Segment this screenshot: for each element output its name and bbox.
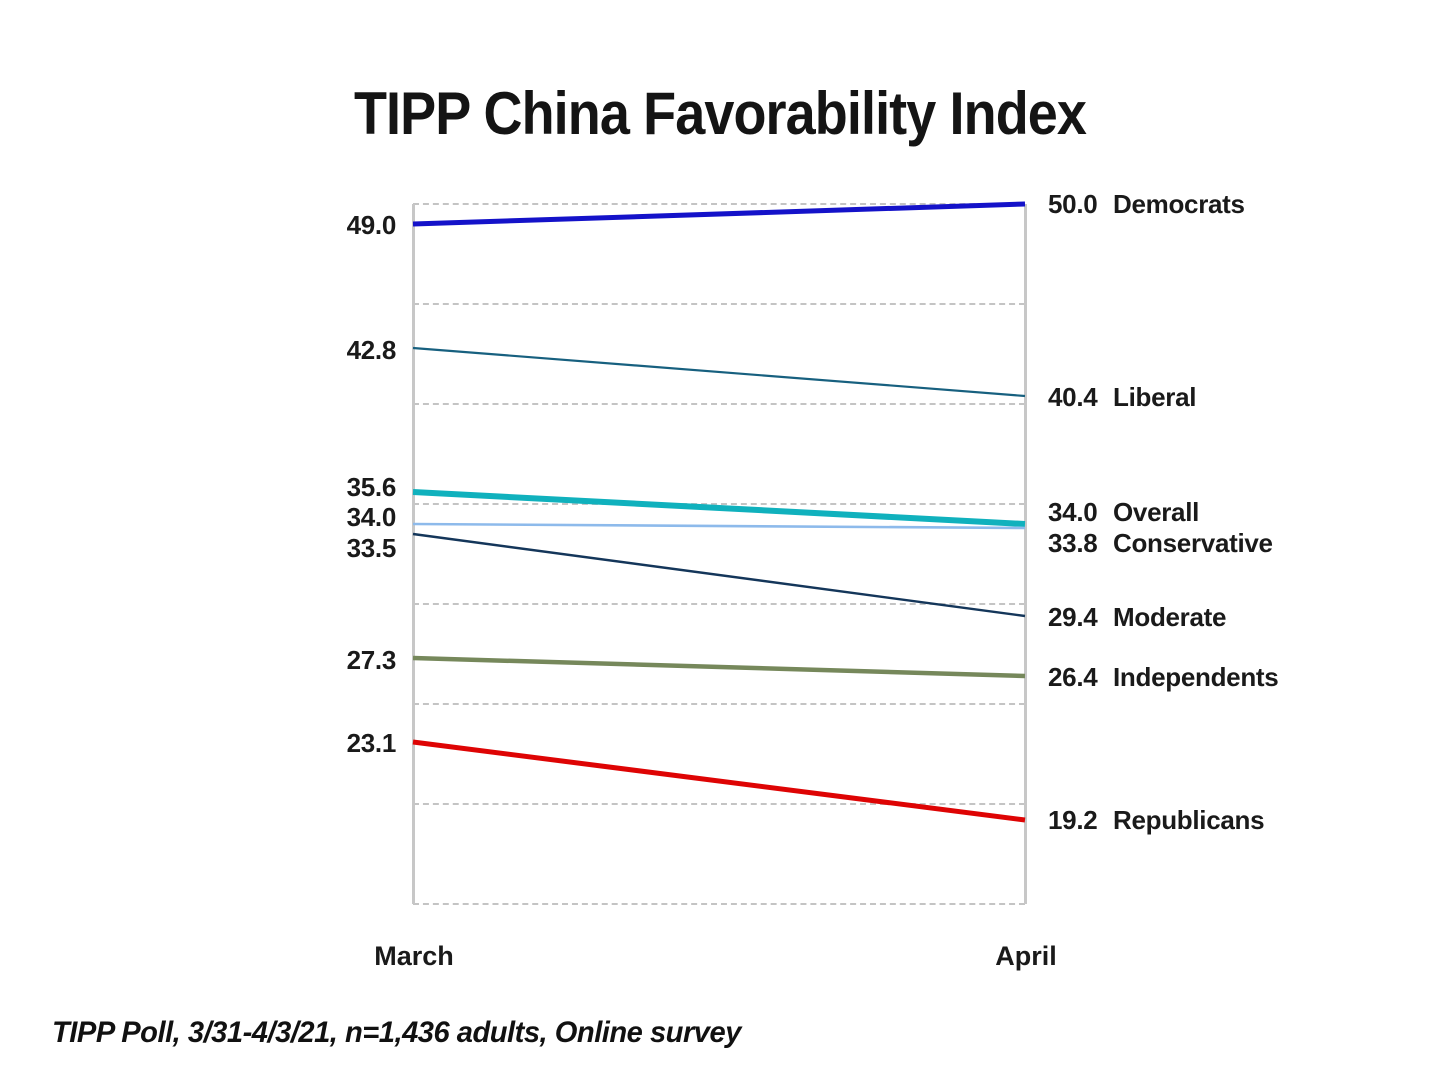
gridline-25 [413, 703, 1025, 705]
left-value-conservative: 34.0 [346, 502, 397, 532]
x-axis-label-march: March [374, 941, 454, 971]
right-label-liberal: 40.4 Liberal [1048, 382, 1196, 412]
left-value-overall: 35.6 [346, 472, 397, 502]
gridline-15 [413, 903, 1025, 905]
right-label-overall: 34.0 Overall [1048, 497, 1199, 527]
gridline-50 [413, 203, 1025, 205]
left-value-democrats: 49.0 [346, 210, 397, 240]
plot-right-border [1024, 204, 1027, 904]
right-value-republicans: 19.2 [1048, 805, 1098, 835]
chart-title: TIPP China Favorability Index [353, 80, 1087, 147]
plot-left-border [412, 204, 415, 904]
left-value-republicans: 23.1 [346, 728, 397, 758]
right-value-independents: 26.4 [1048, 662, 1098, 692]
series-name-liberal: Liberal [1113, 382, 1197, 412]
left-value-independents: 27.3 [346, 645, 397, 675]
series-line-moderate [412, 532, 1026, 618]
series-name-independents: Independents [1113, 662, 1279, 692]
series-line-overall [412, 489, 1026, 527]
series-line-conservative [412, 522, 1026, 530]
right-value-liberal: 40.4 [1048, 382, 1098, 412]
plot-area [412, 201, 1027, 905]
right-value-democrats: 50.0 [1048, 189, 1098, 219]
source-note: TIPP Poll, 3/31-4/3/21, n=1,436 adults, … [52, 1016, 741, 1049]
series-line-independents [412, 655, 1026, 679]
right-value-moderate: 29.4 [1048, 602, 1098, 632]
series-name-conservative: Conservative [1113, 528, 1273, 558]
gridline-20 [413, 803, 1025, 805]
right-value-overall: 34.0 [1048, 497, 1098, 527]
series-line-liberal [412, 346, 1026, 398]
series-lines-layer [412, 201, 1026, 823]
left-value-liberal: 42.8 [346, 335, 397, 365]
series-line-republicans [412, 739, 1026, 823]
gridline-35 [413, 503, 1025, 505]
series-name-moderate: Moderate [1113, 602, 1227, 632]
right-label-moderate: 29.4 Moderate [1048, 602, 1226, 632]
series-line-democrats [412, 201, 1026, 227]
gridline-40 [413, 403, 1025, 405]
gridline-30 [413, 603, 1025, 605]
series-name-republicans: Republicans [1113, 805, 1265, 835]
right-label-independents: 26.4 Independents [1048, 662, 1279, 692]
x-axis-label-april: April [995, 941, 1057, 971]
right-value-conservative: 33.8 [1048, 528, 1098, 558]
series-name-overall: Overall [1113, 497, 1200, 527]
gridline-45 [413, 303, 1025, 305]
right-label-conservative: 33.8 Conservative [1048, 528, 1273, 558]
left-value-moderate: 33.5 [346, 533, 397, 563]
right-label-democrats: 50.0 Democrats [1048, 189, 1245, 219]
right-label-republicans: 19.2 Republicans [1048, 805, 1265, 835]
series-name-democrats: Democrats [1113, 189, 1245, 219]
